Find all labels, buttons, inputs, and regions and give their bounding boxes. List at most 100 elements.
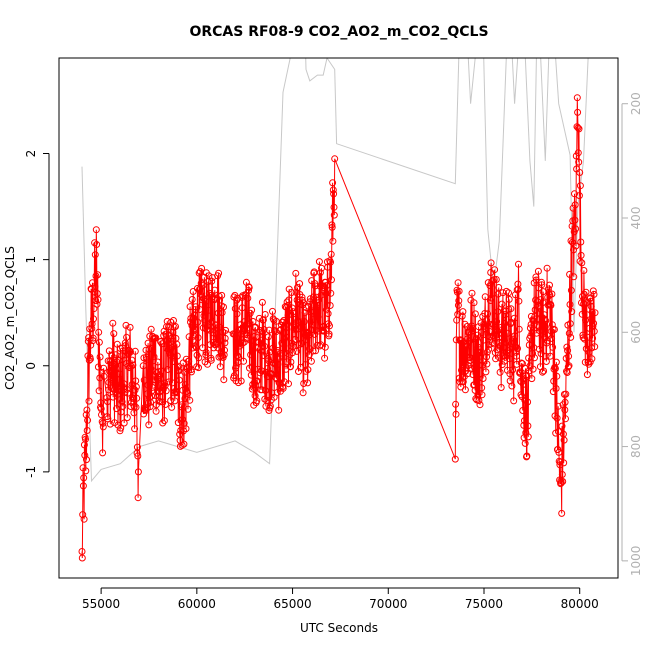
data-point	[253, 397, 261, 405]
data-point	[202, 351, 210, 359]
data-point	[249, 383, 257, 391]
data-point	[274, 355, 282, 363]
data-point	[127, 348, 134, 356]
data-point	[574, 124, 582, 132]
data-point	[528, 329, 536, 337]
data-point	[485, 333, 493, 341]
data-point	[501, 311, 509, 319]
data-point	[244, 331, 251, 339]
data-point	[551, 412, 559, 420]
data-point	[100, 364, 108, 372]
data-point	[169, 328, 177, 336]
data-point	[325, 330, 333, 338]
data-point	[496, 368, 504, 376]
data-point	[454, 279, 462, 287]
data-point	[150, 335, 158, 343]
data-point	[140, 376, 148, 384]
data-point	[221, 339, 229, 347]
data-point	[452, 400, 460, 408]
data-point	[579, 334, 587, 342]
data-point	[512, 343, 520, 351]
data-point	[221, 334, 229, 342]
data-point	[494, 334, 502, 342]
data-point	[134, 494, 142, 502]
data-point	[304, 379, 312, 387]
data-point	[292, 288, 300, 296]
data-point	[330, 190, 338, 198]
data-point	[315, 258, 323, 266]
data-point	[272, 374, 280, 382]
data-point	[210, 296, 218, 304]
plot-area: 55000 60000 65000 70000 75000 80000 -1 0 1 2 200 40…	[24, 57, 643, 611]
data-point	[179, 416, 186, 423]
data-point	[528, 375, 536, 383]
data-point	[565, 329, 573, 337]
data-point	[493, 318, 501, 326]
data-point	[116, 370, 124, 378]
data-point	[553, 414, 561, 422]
data-point	[481, 310, 489, 317]
data-point	[162, 387, 170, 395]
data-point	[557, 479, 565, 487]
data-point	[521, 439, 529, 447]
data-point	[327, 289, 335, 297]
data-point	[515, 297, 523, 305]
data-point	[220, 351, 228, 359]
data-point	[452, 410, 460, 418]
data-point	[309, 347, 317, 355]
data-point	[535, 345, 543, 353]
data-point	[184, 405, 192, 413]
data-point	[182, 425, 190, 433]
data-point	[529, 365, 537, 373]
data-point	[83, 427, 91, 434]
data-point	[489, 339, 496, 347]
data-point	[122, 321, 130, 329]
data-point	[478, 361, 486, 369]
data-point	[314, 313, 322, 321]
data-point	[88, 320, 96, 328]
data-point	[268, 370, 276, 378]
data-point	[145, 345, 153, 353]
data-point	[544, 293, 552, 301]
data-point	[274, 360, 282, 368]
data-point	[574, 149, 582, 157]
data-point	[116, 427, 124, 435]
data-point	[80, 515, 88, 523]
data-point	[244, 294, 252, 302]
data-point	[485, 345, 493, 353]
data-point	[330, 211, 338, 219]
data-point	[478, 384, 486, 392]
data-point	[190, 311, 198, 319]
data-point	[83, 406, 91, 414]
data-point	[209, 329, 217, 337]
data-point	[95, 338, 103, 346]
data-point	[221, 346, 228, 354]
data-point	[258, 298, 266, 306]
data-point	[514, 285, 522, 293]
data-point	[591, 343, 599, 351]
data-point	[170, 358, 178, 365]
data-point	[287, 358, 295, 366]
data-point	[146, 394, 153, 402]
data-point	[567, 286, 575, 294]
data-point	[200, 273, 208, 281]
x-tick-label: 60000	[178, 597, 216, 611]
data-point	[251, 324, 259, 332]
data-point	[297, 318, 305, 326]
data-point	[104, 398, 112, 406]
right-tick-label: 200	[629, 92, 643, 115]
data-point	[566, 301, 574, 308]
data-point	[571, 201, 579, 209]
data-point	[78, 548, 86, 555]
data-point	[576, 169, 584, 176]
data-point	[481, 321, 488, 329]
data-point	[174, 363, 182, 371]
data-point	[117, 424, 125, 432]
data-point	[188, 368, 195, 376]
data-point	[283, 298, 291, 306]
data-point	[167, 397, 175, 405]
data-point	[475, 397, 483, 404]
data-point	[178, 401, 186, 409]
data-point	[133, 443, 141, 451]
data-point	[252, 381, 260, 389]
